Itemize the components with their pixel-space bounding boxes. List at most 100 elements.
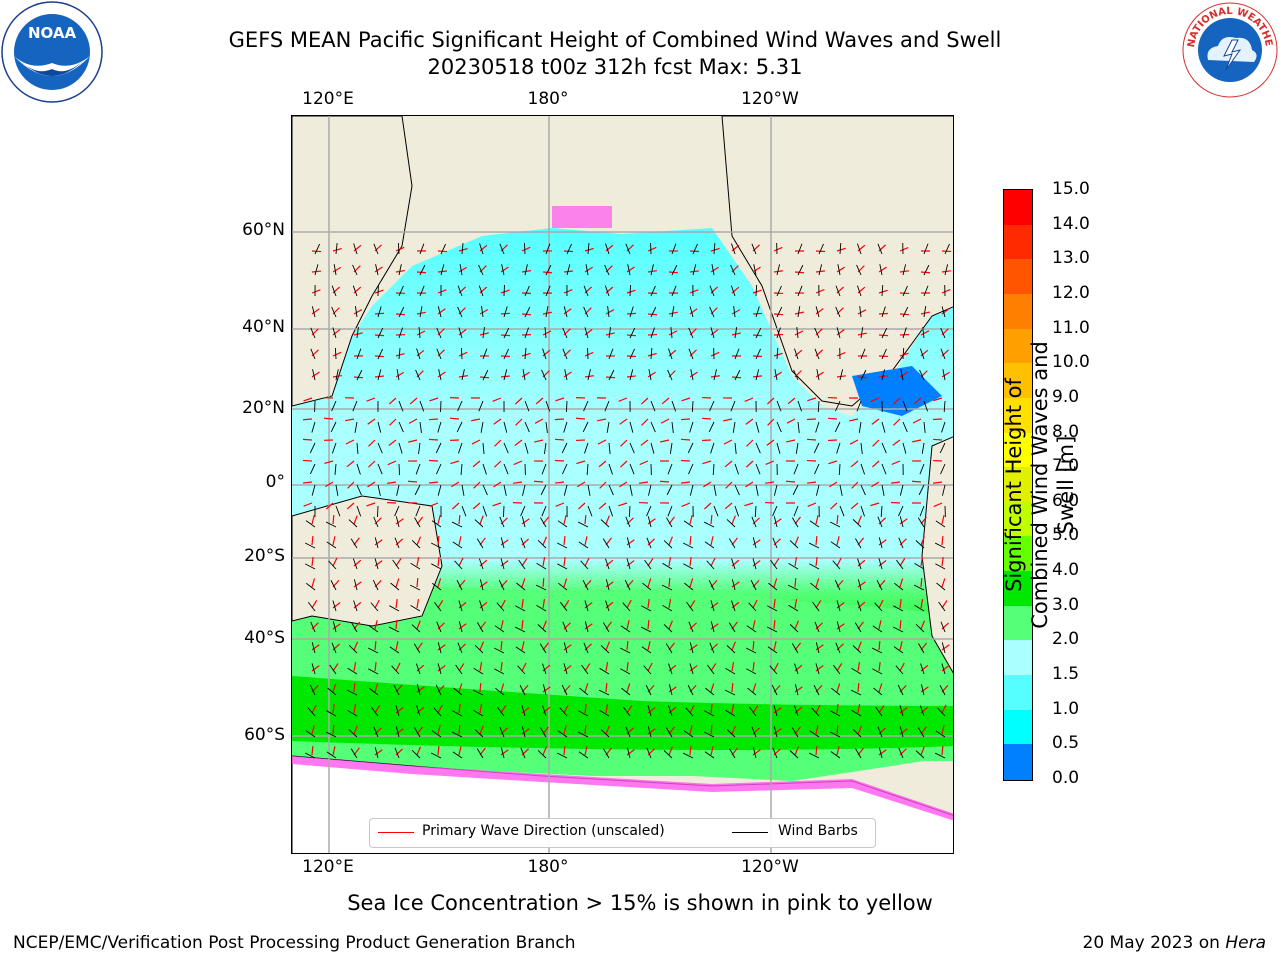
wind-barb: [809, 730, 820, 738]
wind-barb: [835, 306, 841, 318]
wind-barb: [542, 705, 547, 717]
wind-barb: [458, 600, 463, 612]
wave-direction-arrow: [878, 749, 887, 756]
wave-direction-arrow: [416, 746, 422, 756]
wave-direction-arrow: [773, 707, 782, 714]
wind-barb: [587, 369, 591, 381]
wave-direction-arrow: [437, 600, 444, 609]
wave-height-map: [291, 115, 954, 854]
wave-direction-arrow: [395, 269, 405, 273]
wave-direction-arrow: [872, 439, 880, 447]
wave-direction-arrow: [773, 598, 776, 609]
wind-barb: [712, 463, 715, 476]
wind-barb: [776, 306, 783, 318]
wind-barb: [817, 400, 820, 413]
wind-barb: [746, 625, 757, 633]
wind-barb: [734, 348, 740, 360]
wave-direction-arrow: [932, 438, 943, 441]
wind-barb: [503, 369, 508, 381]
wind-barb: [689, 306, 694, 318]
wind-barb: [556, 752, 568, 759]
wave-direction-arrow: [367, 481, 376, 488]
wave-direction-arrow: [857, 704, 861, 714]
wave-direction-arrow: [584, 724, 587, 735]
wind-barb: [670, 327, 673, 339]
wave-direction-arrow: [899, 371, 908, 378]
wave-direction-arrow: [703, 481, 712, 488]
wind-barb: [457, 400, 463, 412]
wind-barb: [797, 264, 804, 276]
wave-direction-arrow: [731, 309, 741, 315]
wave-direction-arrow: [437, 535, 440, 546]
wind-barb: [562, 463, 568, 475]
wave-direction-arrow: [605, 244, 614, 252]
wind-barb: [373, 243, 379, 255]
wave-direction-arrow: [535, 397, 544, 405]
wind-barb: [918, 484, 925, 496]
wave-direction-arrow: [521, 270, 531, 273]
wind-barb: [353, 579, 358, 591]
wind-barb: [377, 442, 383, 454]
wind-barb: [872, 668, 883, 675]
wind-barb: [503, 327, 510, 339]
wind-barb: [898, 537, 904, 549]
wave-direction-arrow: [555, 502, 565, 507]
wind-barb: [895, 665, 904, 675]
wind-barb: [881, 348, 887, 360]
wind-barb: [772, 505, 778, 517]
wave-direction-arrow: [891, 460, 901, 465]
wave-direction-arrow: [416, 330, 426, 336]
wind-barb: [374, 558, 379, 570]
wind-barb: [431, 730, 442, 738]
wave-direction-arrow: [681, 397, 691, 402]
lat-label-0: 0°: [265, 472, 285, 492]
wave-direction-arrow: [366, 397, 376, 402]
wind-barb: [839, 242, 842, 255]
wind-barb: [584, 600, 589, 612]
wave-direction-arrow: [640, 439, 649, 446]
wind-barb: [650, 264, 654, 276]
wave-direction-arrow: [428, 438, 439, 441]
wind-barb: [521, 516, 526, 528]
wave-direction-arrow: [849, 418, 859, 422]
wave-direction-arrow: [773, 578, 778, 588]
wave-direction-arrow: [437, 704, 443, 714]
wind-barb: [648, 484, 652, 496]
wave-direction-arrow: [647, 371, 656, 378]
wind-barb: [877, 243, 883, 255]
wave-direction-arrow: [689, 535, 692, 546]
wave-direction-arrow: [893, 397, 901, 405]
wind-barb: [500, 558, 505, 570]
wave-direction-arrow: [479, 581, 488, 588]
wind-barb: [626, 558, 631, 570]
wind-barb: [478, 285, 484, 297]
wind-barb: [838, 463, 841, 476]
wind-barb: [665, 643, 673, 654]
wind-barb: [815, 421, 820, 433]
wind-barbs-legend-line: [732, 832, 768, 833]
wave-direction-arrow: [387, 481, 397, 484]
wave-direction-arrow: [500, 599, 506, 609]
wave-direction-arrow: [563, 535, 566, 546]
wave-direction-arrow: [542, 664, 551, 672]
wind-barb: [604, 285, 610, 297]
wind-barb: [734, 369, 741, 381]
wave-direction-arrow: [794, 577, 797, 588]
wave-direction-arrow: [836, 663, 843, 672]
wind-barb: [351, 622, 358, 633]
wind-barb: [771, 684, 778, 696]
colorbar-tick-label: 8.0: [1052, 421, 1080, 442]
wave-direction-arrow: [857, 559, 866, 567]
wave-direction-arrow: [710, 683, 715, 693]
wave-direction-arrow: [395, 707, 404, 714]
wind-barb: [451, 521, 463, 528]
wind-barb: [710, 327, 715, 339]
wind-barb: [419, 243, 425, 255]
wave-direction-arrow: [626, 560, 635, 567]
wind-barb: [707, 664, 715, 675]
chart-subtitle: 20230518 t00z 312h fcst Max: 5.31: [427, 55, 803, 79]
wave-direction-arrow: [599, 481, 607, 489]
wind-barb: [683, 520, 694, 528]
wind-barb: [474, 645, 484, 654]
wind-barb: [582, 579, 589, 591]
